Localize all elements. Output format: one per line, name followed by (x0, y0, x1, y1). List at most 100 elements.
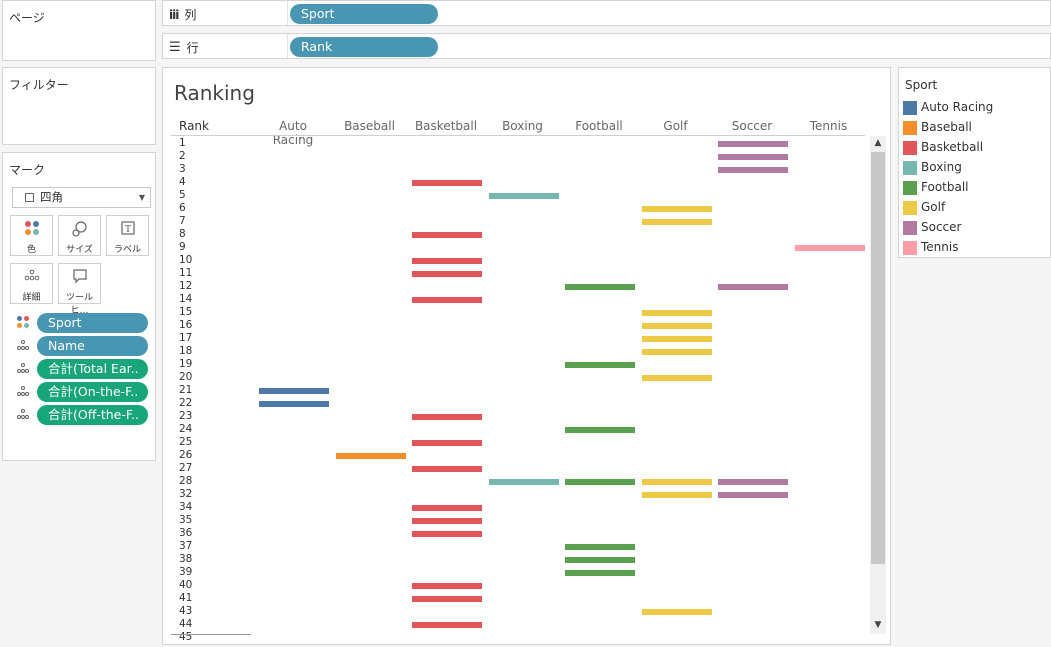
detail-dot (25, 346, 29, 350)
bar-mark[interactable] (718, 167, 788, 173)
rank-label: 44 (179, 618, 193, 630)
pages-shelf[interactable]: ページ (2, 0, 156, 61)
bar-mark[interactable] (641, 479, 712, 485)
rows-shelf-label: ☰ 行 (169, 39, 199, 56)
marks-field-row: 合計(On-the-F.. (17, 382, 152, 402)
filters-shelf[interactable]: フィルター (2, 67, 156, 145)
rank-label: 40 (179, 579, 193, 591)
square-mark-icon (25, 193, 34, 202)
bar-mark[interactable] (641, 323, 712, 329)
rank-row-pill[interactable]: Rank (290, 37, 438, 57)
bar-mark[interactable] (412, 466, 482, 472)
detail-dot (21, 415, 25, 419)
rank-label: 23 (179, 410, 193, 422)
bar-mark[interactable] (565, 479, 635, 485)
scroll-up-icon[interactable]: ▲ (874, 138, 882, 148)
detail-dot (21, 340, 25, 344)
detail-dot (17, 392, 21, 396)
marks-field-pill[interactable]: 合計(On-the-F.. (37, 382, 148, 402)
sport-column-pill[interactable]: Sport (290, 4, 438, 24)
bar-mark[interactable] (718, 284, 788, 290)
bar-mark[interactable] (412, 518, 482, 524)
scroll-thumb[interactable] (871, 152, 885, 564)
rank-label: 7 (179, 215, 186, 227)
bar-mark[interactable] (641, 492, 712, 498)
rank-label: 20 (179, 371, 193, 383)
size-button[interactable]: サイズ (58, 215, 101, 256)
scroll-down-icon[interactable]: ▼ (874, 620, 882, 630)
bar-mark[interactable] (718, 479, 788, 485)
detail-dot (17, 369, 21, 373)
marks-field-pill[interactable]: 合計(Off-the-F.. (37, 405, 148, 425)
bar-mark[interactable] (412, 596, 482, 602)
bar-mark[interactable] (641, 336, 712, 342)
marks-field-row: Sport (17, 313, 152, 333)
bar-mark[interactable] (641, 219, 712, 225)
bar-mark[interactable] (641, 310, 712, 316)
legend-label: Soccer (921, 220, 962, 234)
rank-label: 39 (179, 566, 193, 578)
color-dot (17, 316, 22, 321)
bar-mark[interactable] (718, 141, 788, 147)
bar-mark[interactable] (412, 583, 482, 589)
bar-mark[interactable] (412, 180, 482, 186)
bar-mark[interactable] (412, 258, 482, 264)
marks-field-pill[interactable]: 合計(Total Ear.. (37, 359, 148, 379)
bar-mark[interactable] (641, 349, 712, 355)
tooltip-button[interactable]: ツールヒ… (58, 263, 101, 316)
bar-mark[interactable] (412, 232, 482, 238)
label-button[interactable]: T ラベル (106, 215, 149, 256)
bar-mark[interactable] (565, 570, 635, 576)
rows-shelf[interactable]: ☰ 行 Rank (162, 33, 1051, 59)
vertical-scrollbar[interactable]: ▲ ▼ (870, 136, 886, 634)
bar-mark[interactable] (565, 427, 635, 433)
bar-mark[interactable] (412, 505, 482, 511)
bar-mark[interactable] (259, 388, 329, 394)
pages-title: ページ (9, 11, 45, 25)
detail-encoding-icon (17, 385, 33, 399)
detail-icon (11, 268, 52, 290)
rank-label: 41 (179, 592, 193, 604)
bar-mark[interactable] (565, 284, 635, 290)
bar-mark[interactable] (412, 440, 482, 446)
rank-label: 36 (179, 527, 193, 539)
bar-mark[interactable] (794, 245, 865, 251)
rank-label: 27 (179, 462, 193, 474)
bar-mark[interactable] (641, 609, 712, 615)
size-icon (59, 220, 100, 242)
rank-label: 14 (179, 293, 193, 305)
bar-mark[interactable] (412, 622, 482, 628)
tooltip-button-label: ツールヒ… (65, 293, 93, 316)
marks-field-pill[interactable]: Sport (37, 313, 148, 333)
rank-label: 24 (179, 423, 193, 435)
detail-button[interactable]: 詳細 (10, 263, 53, 304)
rank-label: 38 (179, 553, 193, 565)
bar-mark[interactable] (259, 401, 329, 407)
bar-mark[interactable] (718, 492, 788, 498)
marks-field-pill[interactable]: Name (37, 336, 148, 356)
rank-label: 21 (179, 384, 193, 396)
bar-mark[interactable] (488, 479, 559, 485)
columns-shelf[interactable]: iii 列 Sport (162, 0, 1051, 26)
legend-label: Tennis (921, 240, 959, 254)
detail-encoding-icon (17, 362, 33, 376)
bar-mark[interactable] (412, 271, 482, 277)
bar-mark[interactable] (412, 531, 482, 537)
bar-mark[interactable] (412, 414, 482, 420)
bar-mark[interactable] (412, 297, 482, 303)
bar-mark[interactable] (488, 193, 559, 199)
bar-mark[interactable] (335, 453, 406, 459)
rank-label: 26 (179, 449, 193, 461)
detail-dot (21, 409, 25, 413)
bar-mark[interactable] (718, 154, 788, 160)
color-button[interactable]: 色 (10, 215, 53, 256)
marks-card: マーク 四角 ▼ 色 サイズ T ラベル 詳細 ツールヒ… Sport Name 合… (2, 152, 156, 461)
bar-mark[interactable] (565, 544, 635, 550)
bar-mark[interactable] (641, 206, 712, 212)
bar-mark[interactable] (641, 375, 712, 381)
bar-mark[interactable] (565, 362, 635, 368)
svg-text:T: T (124, 225, 130, 235)
rank-label: 25 (179, 436, 193, 448)
bar-mark[interactable] (565, 557, 635, 563)
mark-type-dropdown[interactable]: 四角 ▼ (12, 187, 151, 208)
